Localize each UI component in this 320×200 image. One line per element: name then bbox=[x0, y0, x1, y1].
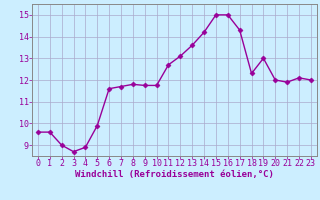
X-axis label: Windchill (Refroidissement éolien,°C): Windchill (Refroidissement éolien,°C) bbox=[75, 170, 274, 179]
